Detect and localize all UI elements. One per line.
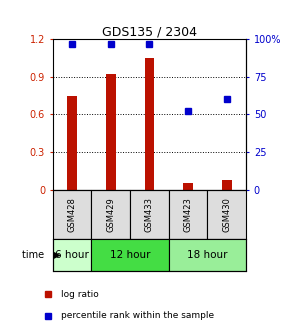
Text: log ratio: log ratio <box>61 290 99 299</box>
Text: 18 hour: 18 hour <box>187 250 228 260</box>
Text: time: time <box>22 250 47 260</box>
Bar <box>222 180 231 190</box>
Bar <box>144 58 154 190</box>
Text: ▶: ▶ <box>47 250 61 260</box>
Bar <box>91 239 169 271</box>
Bar <box>91 190 130 239</box>
Bar <box>67 95 77 190</box>
Bar <box>130 190 169 239</box>
Bar <box>207 190 246 239</box>
Text: GSM429: GSM429 <box>106 197 115 232</box>
Bar <box>169 190 207 239</box>
Text: 12 hour: 12 hour <box>110 250 150 260</box>
Text: GSM433: GSM433 <box>145 197 154 232</box>
Text: GSM423: GSM423 <box>184 197 193 232</box>
Text: percentile rank within the sample: percentile rank within the sample <box>61 311 214 320</box>
Text: GSM430: GSM430 <box>222 197 231 232</box>
Text: GSM428: GSM428 <box>68 197 76 232</box>
Bar <box>53 239 91 271</box>
Title: GDS135 / 2304: GDS135 / 2304 <box>102 25 197 38</box>
Bar <box>183 183 193 190</box>
Text: 6 hour: 6 hour <box>55 250 89 260</box>
Bar <box>53 190 91 239</box>
Bar <box>169 239 246 271</box>
Bar <box>106 74 115 190</box>
